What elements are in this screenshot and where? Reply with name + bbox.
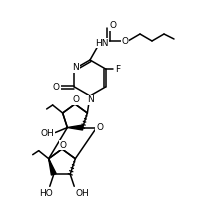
Text: HN: HN [95, 38, 109, 48]
Text: O: O [96, 123, 103, 132]
Text: O: O [60, 140, 66, 149]
Text: OH: OH [75, 189, 89, 198]
Text: OH: OH [40, 129, 54, 138]
Text: O: O [109, 22, 116, 30]
Text: O: O [122, 37, 129, 46]
Text: O: O [72, 95, 79, 105]
Text: F: F [115, 65, 120, 73]
Polygon shape [49, 159, 56, 175]
Text: HO: HO [39, 189, 53, 198]
Text: O: O [53, 83, 60, 92]
Polygon shape [67, 125, 83, 130]
Text: N: N [87, 95, 93, 105]
Text: N: N [72, 64, 79, 73]
